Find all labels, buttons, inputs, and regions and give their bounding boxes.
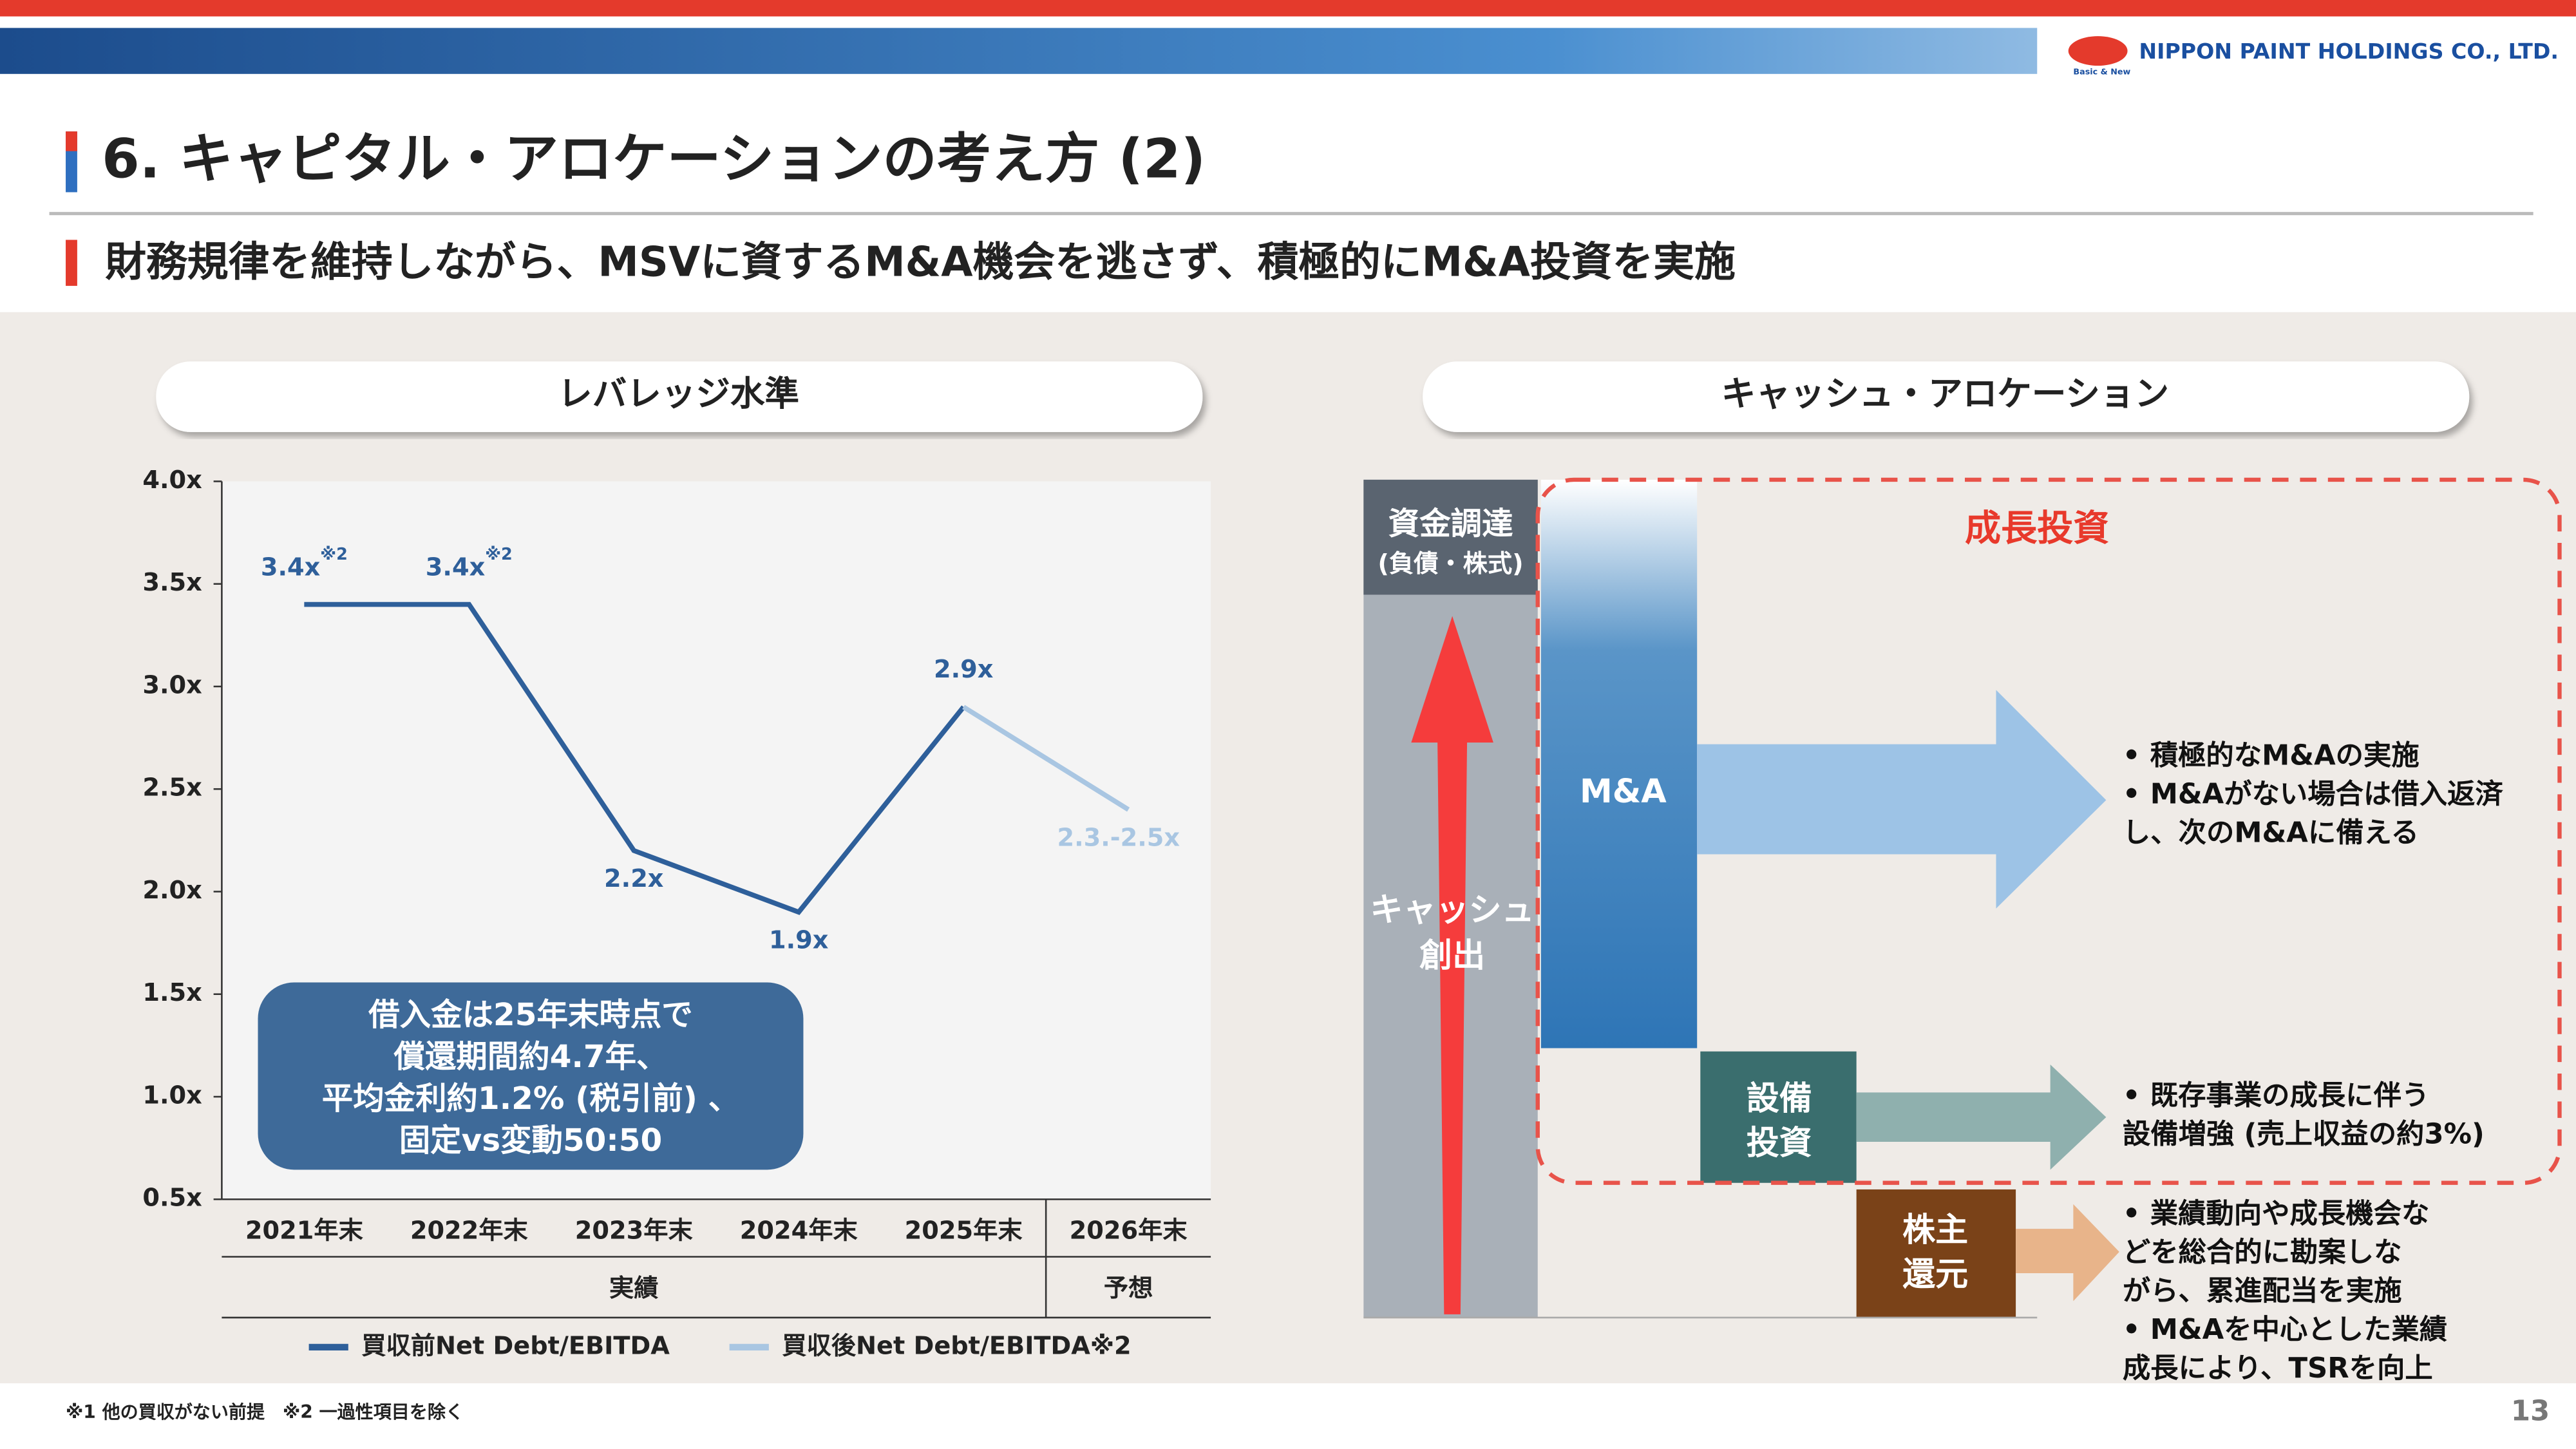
panel-heading: キャッシュ・アロケーション (1721, 373, 2169, 413)
bullet-text: • M&Aがない場合は借入返済 (2123, 778, 2504, 810)
series-line (304, 601, 966, 915)
data-label: 2.9x (934, 655, 994, 684)
heading-pill (1423, 361, 2470, 432)
bullet-text: どを総合的に勘案しな (2123, 1236, 2402, 1269)
x-tick-label: 2025年末 (905, 1217, 1023, 1245)
bullet-text: 成長により、TSRを向上 (2123, 1352, 2433, 1385)
footnote: ※1 他の買収がない前提 ※2 一過性項目を除く (66, 1401, 464, 1423)
capex-label: 投資 (1747, 1124, 1812, 1162)
bullet-text: • 積極的なM&Aの実施 (2123, 740, 2420, 772)
title: 6. キャピタル・アロケーションの考え方 (2) (102, 127, 1206, 190)
x-tick-label: 2023年末 (575, 1217, 694, 1245)
logo: NIPPON PAINT HOLDINGS CO., LTD. (2139, 39, 2559, 64)
heading-pill (156, 361, 1203, 432)
logo-mark (2068, 36, 2128, 66)
annotation-text: 平均金利約1.2% (税引前) 、 (322, 1081, 740, 1117)
capex-label: 設備 (1747, 1080, 1812, 1118)
bullets: • 積極的なM&Aの実施 • M&Aがない場合は借入返済 し、次のM&Aに備える •… (2123, 740, 2504, 1385)
bullet-text: • 既存事業の成長に伴う (2123, 1080, 2429, 1112)
capex-box (1700, 1051, 1857, 1183)
annotation-text: 借入金は25年末時点で (368, 997, 693, 1033)
bullet-text: がら、累進配当を実施 (2123, 1275, 2402, 1307)
panel-heading: レバレッジ水準 (558, 373, 799, 413)
funding-label: (負債・株式) (1378, 549, 1523, 578)
leverage-chart: 0.5x 1.0x 1.5x 2.0x 2.5x 3.0x 3.5x 4.0x 2021年末 20… (142, 466, 1211, 1360)
page-number: 13 (2511, 1395, 2550, 1427)
growth-label: 成長投資 (1965, 508, 2109, 550)
cash-label: 創出 (1419, 937, 1485, 975)
x-tick-label: 2021年末 (245, 1217, 364, 1245)
annotation-text: 固定vs変動50:50 (399, 1122, 662, 1159)
y-tick-label: 4.0x (142, 466, 202, 495)
return-label: 株主 (1902, 1211, 1968, 1249)
annotation-box (258, 982, 804, 1170)
legend-label: 買収後Net Debt/EBITDA※2 (782, 1331, 1131, 1360)
ma-column (1540, 479, 1698, 1048)
y-tick-label: 1.5x (142, 978, 202, 1007)
y-tick-label: 1.0x (142, 1081, 202, 1110)
bullet-text: • 業績動向や成長機会な (2123, 1198, 2429, 1230)
group-label: 実績 (609, 1274, 659, 1303)
cash-label: キャッシュ (1370, 891, 1535, 929)
x-tick-label: 2026年末 (1070, 1217, 1188, 1245)
capex-arrow (1856, 1065, 2107, 1170)
logo-tagline: Basic & New (2073, 68, 2130, 77)
ma-label: M&A (1580, 773, 1667, 811)
y-tick-label: 2.5x (142, 773, 202, 802)
ma-arrow (1697, 690, 2107, 909)
x-tick-label: 2022年末 (410, 1217, 529, 1245)
growth-frame (1535, 477, 2562, 1185)
bullet-text: 設備増強 (売上収益の約3%) (2123, 1119, 2485, 1151)
return-arrow (2016, 1204, 2119, 1302)
series-line (962, 705, 1130, 812)
y-tick-label: 3.0x (142, 670, 202, 699)
y-tick-label: 0.5x (142, 1184, 202, 1213)
funding-label: 資金調達 (1388, 506, 1513, 542)
funding-cap (1363, 479, 1538, 595)
data-label: 1.9x (769, 926, 829, 955)
legend-label: 買収前Net Debt/EBITDA (361, 1331, 670, 1360)
bullet-text: し、次のM&Aに備える (2123, 817, 2419, 849)
data-label: 3.4x※2 (261, 545, 348, 582)
title-bar-red (66, 131, 77, 151)
data-label: 3.4x※2 (426, 545, 513, 582)
return-box (1856, 1189, 2016, 1318)
return-label: 還元 (1902, 1256, 1968, 1294)
y-tick-label: 2.0x (142, 876, 202, 905)
group-label: 予想 (1104, 1274, 1153, 1303)
data-label: 2.2x (604, 864, 664, 893)
x-tick-label: 2024年末 (740, 1217, 858, 1245)
red-arrow (1411, 616, 1493, 1314)
annotation-text: 償還期間約4.7年、 (393, 1039, 667, 1075)
y-tick-label: 3.5x (142, 568, 202, 597)
subtitle: 財務規律を維持しながら、MSVに資するM&A機会を逃さず、積極的にM&A投資を実… (105, 238, 1736, 286)
bullet-text: • M&Aを中心とした業績 (2123, 1314, 2447, 1346)
subtitle-bar (66, 240, 77, 286)
top-stripe (0, 0, 2576, 17)
data-label: 2.3.-2.5x (1057, 823, 1180, 852)
